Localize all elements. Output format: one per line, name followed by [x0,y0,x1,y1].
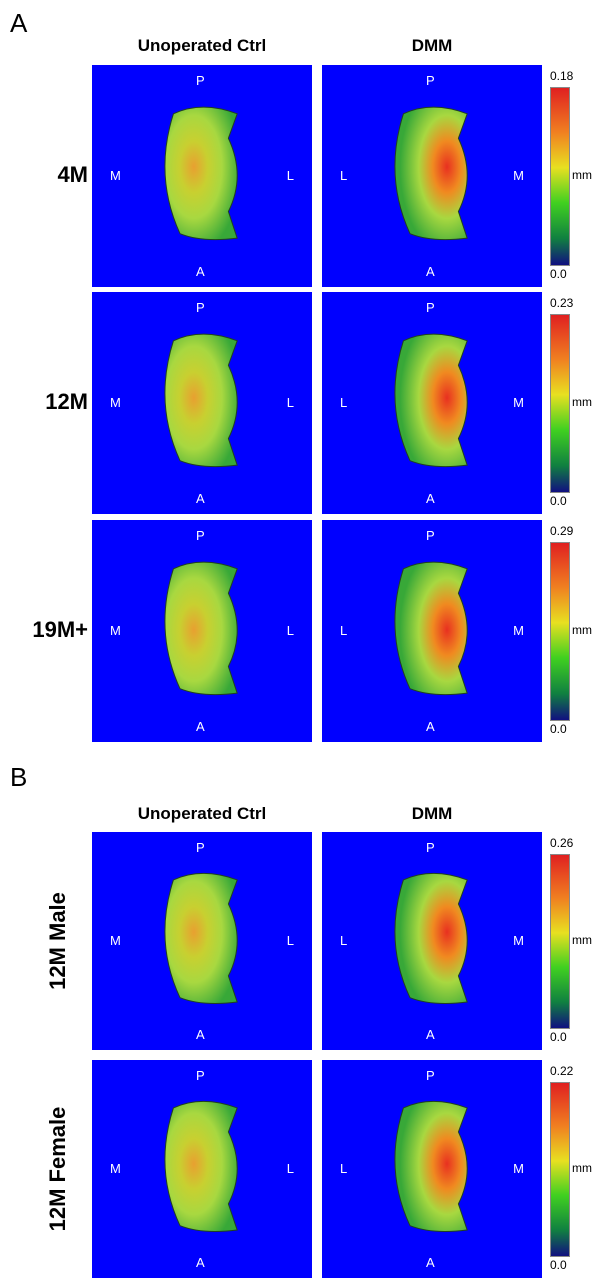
section-label: A [10,8,28,38]
orientation-left: L [340,933,348,948]
orientation-left: M [110,168,121,183]
colorbar-min: 0.0 [550,1030,567,1044]
surface-map [164,873,238,1004]
surface-map [394,333,468,468]
orientation-top: P [426,73,435,88]
column-header: DMM [411,36,453,55]
orientation-right: M [513,168,524,183]
colorbar-max: 0.22 [550,1064,574,1078]
map-panel: P A M L [92,292,312,514]
orientation-right: M [513,933,524,948]
orientation-bottom: A [426,1027,435,1042]
orientation-right: L [286,1161,294,1176]
orientation-right: L [286,623,294,638]
map-panel: P A L M [322,65,542,287]
surface-map [164,106,238,241]
colorbar [550,542,570,721]
orientation-top: P [196,300,205,315]
orientation-left: L [340,1161,348,1176]
map-panel: P A L M [322,1060,542,1278]
row-label: 12M Female [45,1106,70,1232]
orientation-right: L [286,933,294,948]
orientation-bottom: A [426,491,435,506]
orientation-right: M [513,1161,524,1176]
colorbar-unit: mm [572,395,592,409]
column-header: Unoperated Ctrl [137,804,267,823]
orientation-bottom: A [196,1027,205,1042]
row-label: 19M+ [32,617,88,642]
orientation-right: M [513,395,524,410]
colorbar [550,854,570,1029]
orientation-bottom: A [426,264,435,279]
orientation-left: L [340,168,348,183]
row-label: 12M [45,389,88,414]
map-panel: P A M L [92,832,312,1050]
colorbar-unit: mm [572,623,592,637]
row-label: 12M Male [45,892,70,990]
orientation-top: P [196,1068,205,1083]
colorbar-min: 0.0 [550,1258,567,1272]
map-panel: P A L M [322,832,542,1050]
orientation-top: P [196,528,205,543]
colorbar [550,314,570,493]
colorbar-min: 0.0 [550,494,567,508]
map-panel: P A L M [322,292,542,514]
surface-map [164,1101,238,1232]
surface-map [394,106,468,241]
orientation-bottom: A [196,719,205,734]
colorbar [550,87,570,266]
map-panel: P A M L [92,65,312,287]
orientation-left: L [340,395,348,410]
orientation-bottom: A [196,1255,205,1270]
colorbar-unit: mm [572,933,592,947]
map-panel: P A M L [92,520,312,742]
orientation-top: P [196,840,205,855]
surface-map [394,1101,468,1232]
colorbar-unit: mm [572,1161,592,1175]
orientation-left: L [340,623,348,638]
orientation-top: P [426,528,435,543]
orientation-top: P [426,1068,435,1083]
orientation-top: P [196,73,205,88]
colorbar-unit: mm [572,168,592,182]
colorbar-max: 0.23 [550,296,574,310]
colorbar-max: 0.29 [550,524,574,538]
orientation-right: M [513,623,524,638]
orientation-top: P [426,300,435,315]
map-panel: P A M L [92,1060,312,1278]
orientation-left: M [110,395,121,410]
colorbar-min: 0.0 [550,722,567,736]
map-panel: P A L M [322,520,542,742]
orientation-right: L [286,168,294,183]
surface-map [394,561,468,696]
surface-map [164,561,238,696]
surface-map [394,873,468,1004]
orientation-bottom: A [426,1255,435,1270]
colorbar [550,1082,570,1257]
orientation-right: L [286,395,294,410]
surface-map [164,333,238,468]
column-header: Unoperated Ctrl [137,36,267,55]
orientation-left: M [110,623,121,638]
colorbar-max: 0.18 [550,69,574,83]
orientation-bottom: A [196,264,205,279]
section-label: B [10,762,28,792]
orientation-bottom: A [196,491,205,506]
orientation-bottom: A [426,719,435,734]
colorbar-max: 0.26 [550,836,574,850]
column-header: DMM [411,804,453,823]
orientation-left: M [110,1161,121,1176]
colorbar-min: 0.0 [550,267,567,281]
orientation-left: M [110,933,121,948]
orientation-top: P [426,840,435,855]
row-label: 4M [57,162,88,187]
